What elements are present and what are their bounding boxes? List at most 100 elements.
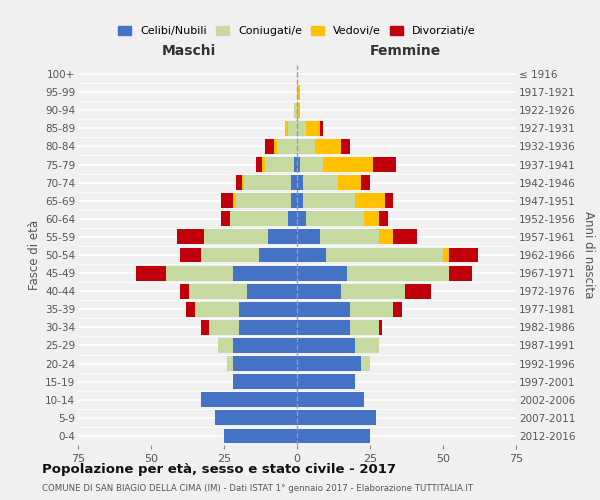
Bar <box>200 248 259 262</box>
Bar <box>361 175 370 190</box>
Bar <box>314 139 341 154</box>
Bar <box>355 338 379 353</box>
Bar <box>291 194 297 208</box>
Bar <box>236 194 291 208</box>
Bar <box>394 230 417 244</box>
Bar <box>350 302 394 316</box>
Bar <box>449 266 472 280</box>
Bar <box>379 212 388 226</box>
Y-axis label: Anni di nascita: Anni di nascita <box>582 212 595 298</box>
Bar <box>233 374 297 389</box>
Bar <box>320 230 379 244</box>
Bar <box>303 175 338 190</box>
Bar <box>361 356 370 371</box>
Bar <box>209 320 239 335</box>
Bar <box>265 157 294 172</box>
Bar <box>297 356 361 371</box>
Bar <box>189 284 247 298</box>
Bar <box>394 302 402 316</box>
Bar <box>379 320 382 335</box>
Bar <box>288 121 297 136</box>
Bar <box>297 212 306 226</box>
Bar <box>297 320 350 335</box>
Bar <box>323 157 373 172</box>
Bar <box>405 284 431 298</box>
Bar <box>449 248 478 262</box>
Bar <box>215 410 297 426</box>
Bar <box>306 121 320 136</box>
Bar <box>350 320 379 335</box>
Bar <box>259 248 297 262</box>
Bar <box>294 157 297 172</box>
Bar <box>297 248 326 262</box>
Text: COMUNE DI SAN BIAGIO DELLA CIMA (IM) - Dati ISTAT 1° gennaio 2017 - Elaborazione: COMUNE DI SAN BIAGIO DELLA CIMA (IM) - D… <box>42 484 473 493</box>
Bar <box>265 139 274 154</box>
Bar <box>294 103 297 118</box>
Y-axis label: Fasce di età: Fasce di età <box>28 220 41 290</box>
Bar <box>244 175 291 190</box>
Bar <box>385 194 394 208</box>
Bar <box>221 194 233 208</box>
Bar <box>177 230 203 244</box>
Bar <box>297 428 370 444</box>
Bar <box>277 139 297 154</box>
Bar <box>239 320 297 335</box>
Bar <box>268 230 297 244</box>
Bar <box>286 121 288 136</box>
Bar <box>166 266 233 280</box>
Bar <box>443 248 449 262</box>
Bar <box>227 356 233 371</box>
Bar <box>364 212 379 226</box>
Bar <box>297 84 300 100</box>
Bar <box>297 103 300 118</box>
Bar <box>236 175 242 190</box>
Bar <box>297 266 347 280</box>
Bar <box>320 121 323 136</box>
Bar <box>297 139 314 154</box>
Bar <box>136 266 166 280</box>
Bar <box>297 410 376 426</box>
Bar <box>297 374 355 389</box>
Bar <box>233 338 297 353</box>
Text: Maschi: Maschi <box>162 44 216 58</box>
Bar <box>262 157 265 172</box>
Bar <box>373 157 396 172</box>
Bar <box>239 302 297 316</box>
Bar <box>200 392 297 407</box>
Bar <box>274 139 277 154</box>
Bar <box>297 194 303 208</box>
Text: Femmine: Femmine <box>370 44 440 58</box>
Legend: Celibi/Nubili, Coniugati/e, Vedovi/e, Divorziati/e: Celibi/Nubili, Coniugati/e, Vedovi/e, Di… <box>114 21 480 40</box>
Bar <box>195 302 239 316</box>
Bar <box>297 302 350 316</box>
Bar <box>180 284 189 298</box>
Bar <box>288 212 297 226</box>
Bar <box>300 157 323 172</box>
Bar <box>221 212 230 226</box>
Bar <box>347 266 449 280</box>
Bar <box>186 302 195 316</box>
Bar <box>230 212 288 226</box>
Bar <box>203 230 268 244</box>
Bar <box>297 392 364 407</box>
Bar <box>341 284 405 298</box>
Bar <box>297 338 355 353</box>
Bar <box>297 175 303 190</box>
Text: Popolazione per età, sesso e stato civile - 2017: Popolazione per età, sesso e stato civil… <box>42 462 396 475</box>
Bar <box>355 194 385 208</box>
Bar <box>338 175 361 190</box>
Bar <box>297 230 320 244</box>
Bar <box>200 320 209 335</box>
Bar <box>291 175 297 190</box>
Bar <box>297 157 300 172</box>
Bar <box>242 175 244 190</box>
Bar <box>297 284 341 298</box>
Bar <box>306 212 364 226</box>
Bar <box>233 194 236 208</box>
Bar <box>233 356 297 371</box>
Bar <box>326 248 443 262</box>
Bar <box>233 266 297 280</box>
Bar <box>224 428 297 444</box>
Bar <box>256 157 262 172</box>
Bar <box>379 230 394 244</box>
